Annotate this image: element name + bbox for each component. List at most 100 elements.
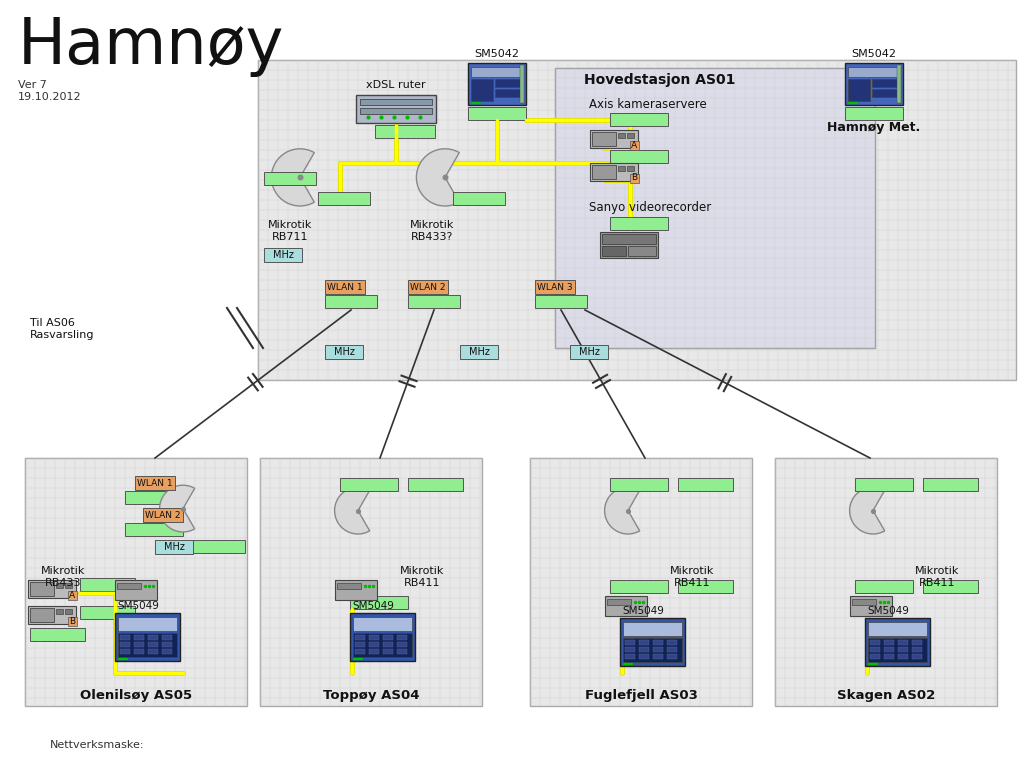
Bar: [845, 63, 903, 105]
Bar: [30, 582, 54, 596]
Bar: [28, 580, 76, 598]
Bar: [605, 596, 647, 616]
Text: Hamnøy: Hamnøy: [18, 15, 285, 77]
Text: MHz: MHz: [579, 347, 599, 357]
Bar: [30, 608, 54, 622]
Wedge shape: [417, 149, 460, 206]
Bar: [369, 635, 379, 640]
Bar: [923, 580, 978, 593]
Bar: [350, 613, 415, 661]
Bar: [68, 591, 77, 600]
Bar: [383, 642, 393, 647]
Bar: [353, 633, 412, 657]
Bar: [610, 580, 668, 593]
Text: A: A: [631, 140, 637, 149]
Bar: [120, 635, 130, 640]
Bar: [912, 654, 922, 659]
Bar: [65, 609, 72, 614]
Text: Hamnøy Met.: Hamnøy Met.: [827, 121, 921, 135]
Wedge shape: [335, 487, 370, 534]
Bar: [884, 647, 894, 652]
Bar: [25, 458, 247, 706]
Text: A: A: [69, 591, 75, 600]
Bar: [630, 141, 639, 150]
Bar: [884, 640, 894, 645]
Bar: [356, 95, 436, 123]
Text: SM5049: SM5049: [622, 606, 664, 616]
Bar: [898, 640, 908, 645]
Bar: [56, 609, 63, 614]
Bar: [602, 246, 626, 256]
Bar: [639, 640, 649, 645]
Bar: [337, 583, 361, 589]
Bar: [667, 647, 677, 652]
Wedge shape: [850, 487, 885, 534]
Bar: [610, 217, 668, 230]
Bar: [610, 150, 668, 163]
Text: Ver 7
19.10.2012: Ver 7 19.10.2012: [18, 80, 82, 101]
Bar: [535, 295, 587, 308]
Bar: [408, 295, 460, 308]
Bar: [495, 89, 523, 97]
Bar: [134, 635, 144, 640]
Bar: [134, 649, 144, 654]
Bar: [30, 628, 85, 641]
Bar: [855, 478, 913, 491]
Bar: [620, 618, 685, 666]
Text: Mikrotik
RB433?: Mikrotik RB433?: [410, 220, 455, 242]
Bar: [397, 642, 407, 647]
Text: WLAN 1: WLAN 1: [328, 283, 362, 292]
Bar: [148, 649, 158, 654]
Bar: [325, 345, 362, 359]
Bar: [155, 540, 193, 554]
Bar: [848, 102, 858, 104]
Bar: [872, 89, 900, 97]
Text: Toppøy AS04: Toppøy AS04: [323, 690, 419, 703]
Bar: [80, 578, 135, 591]
Bar: [162, 635, 172, 640]
Bar: [28, 606, 76, 624]
Bar: [868, 638, 927, 662]
Bar: [884, 654, 894, 659]
Bar: [870, 654, 880, 659]
Bar: [118, 658, 128, 660]
Text: MHz: MHz: [334, 347, 354, 357]
Bar: [125, 491, 183, 504]
Bar: [775, 458, 997, 706]
Bar: [678, 580, 733, 593]
Bar: [360, 99, 432, 105]
Bar: [118, 633, 177, 657]
Text: Olenilsøy AS05: Olenilsøy AS05: [80, 690, 193, 703]
Bar: [897, 65, 901, 103]
Text: Hovedstasjon AS01: Hovedstasjon AS01: [585, 73, 735, 87]
Bar: [468, 107, 526, 120]
Bar: [353, 658, 362, 660]
Wedge shape: [160, 485, 195, 532]
Bar: [117, 583, 141, 589]
Text: MHz: MHz: [164, 542, 184, 552]
Bar: [625, 654, 635, 659]
Bar: [353, 617, 412, 631]
Bar: [570, 345, 608, 359]
Bar: [530, 458, 752, 706]
Bar: [639, 647, 649, 652]
Bar: [125, 523, 183, 536]
Bar: [623, 638, 682, 662]
Bar: [115, 613, 180, 661]
Text: xDSL ruter: xDSL ruter: [367, 80, 426, 90]
Text: Mikrotik
RB411: Mikrotik RB411: [914, 566, 959, 588]
Bar: [592, 165, 616, 179]
Bar: [868, 663, 878, 665]
Bar: [848, 67, 900, 77]
Bar: [56, 583, 63, 588]
Bar: [383, 635, 393, 640]
Bar: [453, 192, 505, 205]
Bar: [135, 476, 175, 490]
Bar: [80, 606, 135, 619]
Bar: [495, 79, 523, 87]
Bar: [369, 649, 379, 654]
Bar: [623, 622, 682, 636]
Wedge shape: [604, 487, 640, 534]
Bar: [397, 649, 407, 654]
Bar: [618, 133, 625, 138]
